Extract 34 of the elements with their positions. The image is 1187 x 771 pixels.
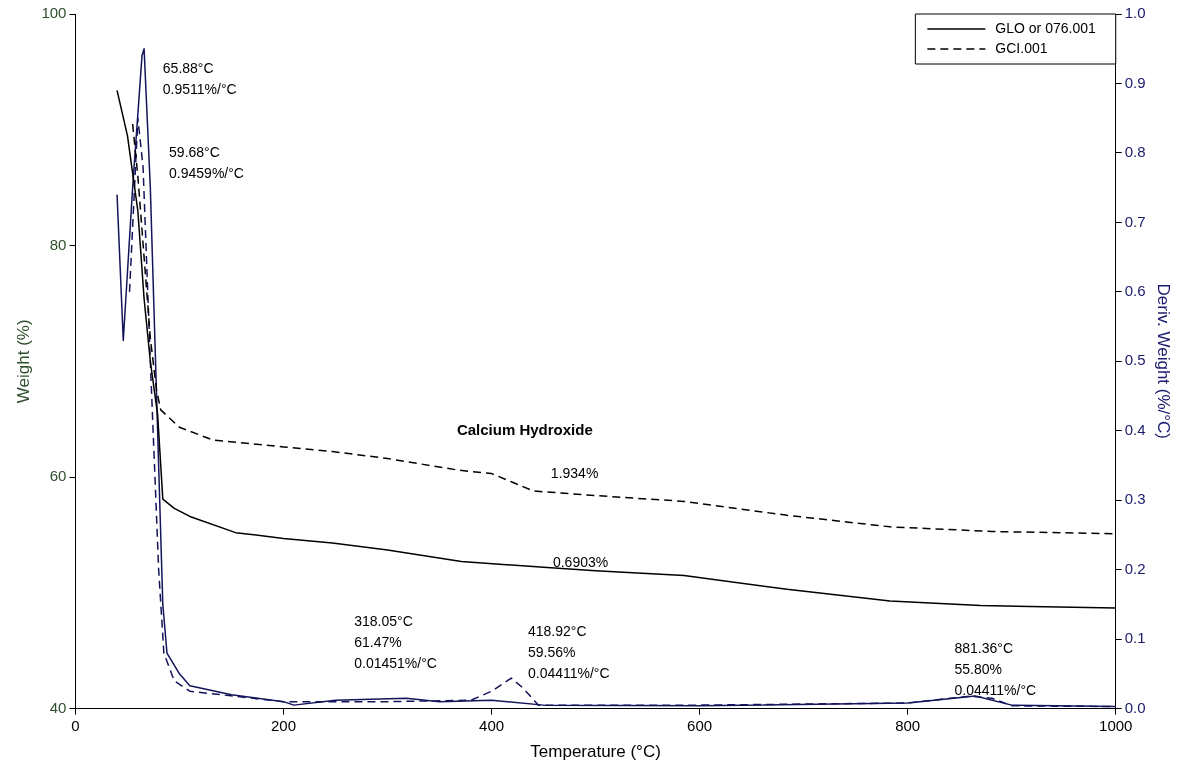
annotation: 318.05°C 61.47% 0.01451%/°C (354, 612, 437, 671)
x-tick-label: 1000 (1099, 716, 1133, 734)
x-tick-label: 200 (270, 716, 297, 734)
x-tick-label: 400 (479, 716, 505, 734)
annotation: Calcium Hydroxide (456, 420, 593, 438)
x-tick-label: 600 (687, 716, 713, 734)
y-tick-label: 80 (49, 235, 67, 253)
y2-tick-label: 0.2 (1124, 559, 1146, 577)
y2-tick-label: 0.0 (1124, 698, 1146, 716)
annotation: 65.88°C 0.9511%/°C (162, 59, 237, 97)
legend-label: GCI.001 (995, 39, 1048, 56)
y2-tick-label: 0.1 (1124, 629, 1146, 647)
x-tick-label: 800 (895, 716, 921, 734)
y2-tick-label: 0.4 (1124, 420, 1146, 438)
y-tick-label: 60 (49, 467, 67, 485)
y2-tick-label: 1.0 (1124, 4, 1146, 22)
y2-tick-label: 0.7 (1124, 212, 1146, 230)
annotation: 1.934% (550, 465, 599, 482)
legend-label: GLO or 076.001 (995, 19, 1096, 36)
y-axis-title: Weight (%) (13, 319, 33, 404)
x-tick-label: 0 (71, 716, 80, 734)
y2-tick-label: 0.6 (1124, 281, 1146, 299)
annotation: 0.6903% (552, 553, 609, 570)
y2-tick-label: 0.5 (1124, 351, 1146, 369)
x-axis-title: Temperature (°C) (530, 742, 661, 762)
y-tick-label: 100 (41, 4, 67, 22)
y-tick-label: 40 (49, 698, 67, 716)
annotation: 418.92°C 59.56% 0.04411%/°C (527, 623, 610, 682)
y2-tick-label: 0.3 (1124, 490, 1146, 508)
annotation: 59.68°C 0.9459%/°C (169, 143, 244, 181)
y2-tick-label: 0.8 (1124, 143, 1146, 161)
y2-axis-title: Deriv. Weight (%/°C) (1154, 283, 1174, 440)
annotation: 881.36°C 55.80% 0.04411%/°C (954, 640, 1037, 699)
y2-tick-label: 0.9 (1124, 73, 1146, 91)
